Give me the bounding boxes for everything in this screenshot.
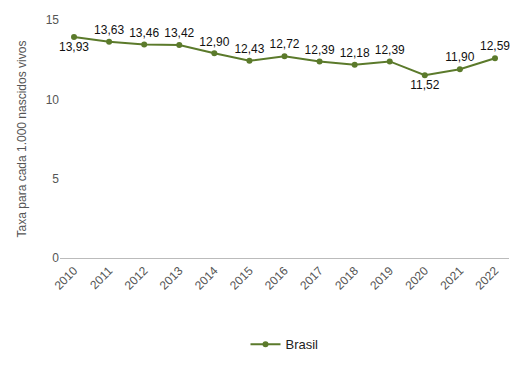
svg-text:13,63: 13,63 [94, 23, 124, 37]
svg-text:5: 5 [52, 172, 59, 186]
svg-text:12,43: 12,43 [234, 42, 264, 56]
svg-text:13,93: 13,93 [59, 40, 89, 54]
svg-text:12,39: 12,39 [375, 43, 405, 57]
svg-text:12,59: 12,59 [480, 39, 510, 53]
svg-text:2012: 2012 [122, 264, 151, 293]
svg-text:Brasil: Brasil [286, 337, 319, 352]
svg-text:13,46: 13,46 [129, 26, 159, 40]
svg-text:2017: 2017 [297, 264, 326, 293]
svg-text:12,90: 12,90 [199, 35, 229, 49]
svg-text:2021: 2021 [437, 264, 466, 293]
svg-text:2010: 2010 [52, 264, 81, 293]
svg-text:2013: 2013 [157, 264, 186, 293]
svg-text:11,90: 11,90 [445, 50, 474, 64]
svg-text:11,52: 11,52 [410, 78, 439, 92]
svg-text:12,72: 12,72 [269, 37, 299, 51]
svg-text:2016: 2016 [262, 264, 291, 293]
svg-text:12,18: 12,18 [340, 46, 370, 60]
svg-text:10: 10 [46, 93, 60, 107]
svg-text:2014: 2014 [192, 264, 221, 293]
svg-text:13,42: 13,42 [164, 26, 194, 40]
svg-text:2011: 2011 [87, 264, 115, 292]
svg-text:2018: 2018 [332, 264, 361, 293]
svg-text:Taxa para cada 1.000 nascidos: Taxa para cada 1.000 nascidos vivos [15, 41, 29, 238]
svg-text:12,39: 12,39 [305, 43, 335, 57]
svg-text:2015: 2015 [227, 264, 256, 293]
svg-text:2022: 2022 [473, 264, 502, 293]
svg-text:2020: 2020 [402, 264, 431, 293]
svg-text:15: 15 [46, 13, 60, 27]
svg-text:2019: 2019 [367, 264, 396, 293]
svg-text:0: 0 [52, 251, 59, 265]
